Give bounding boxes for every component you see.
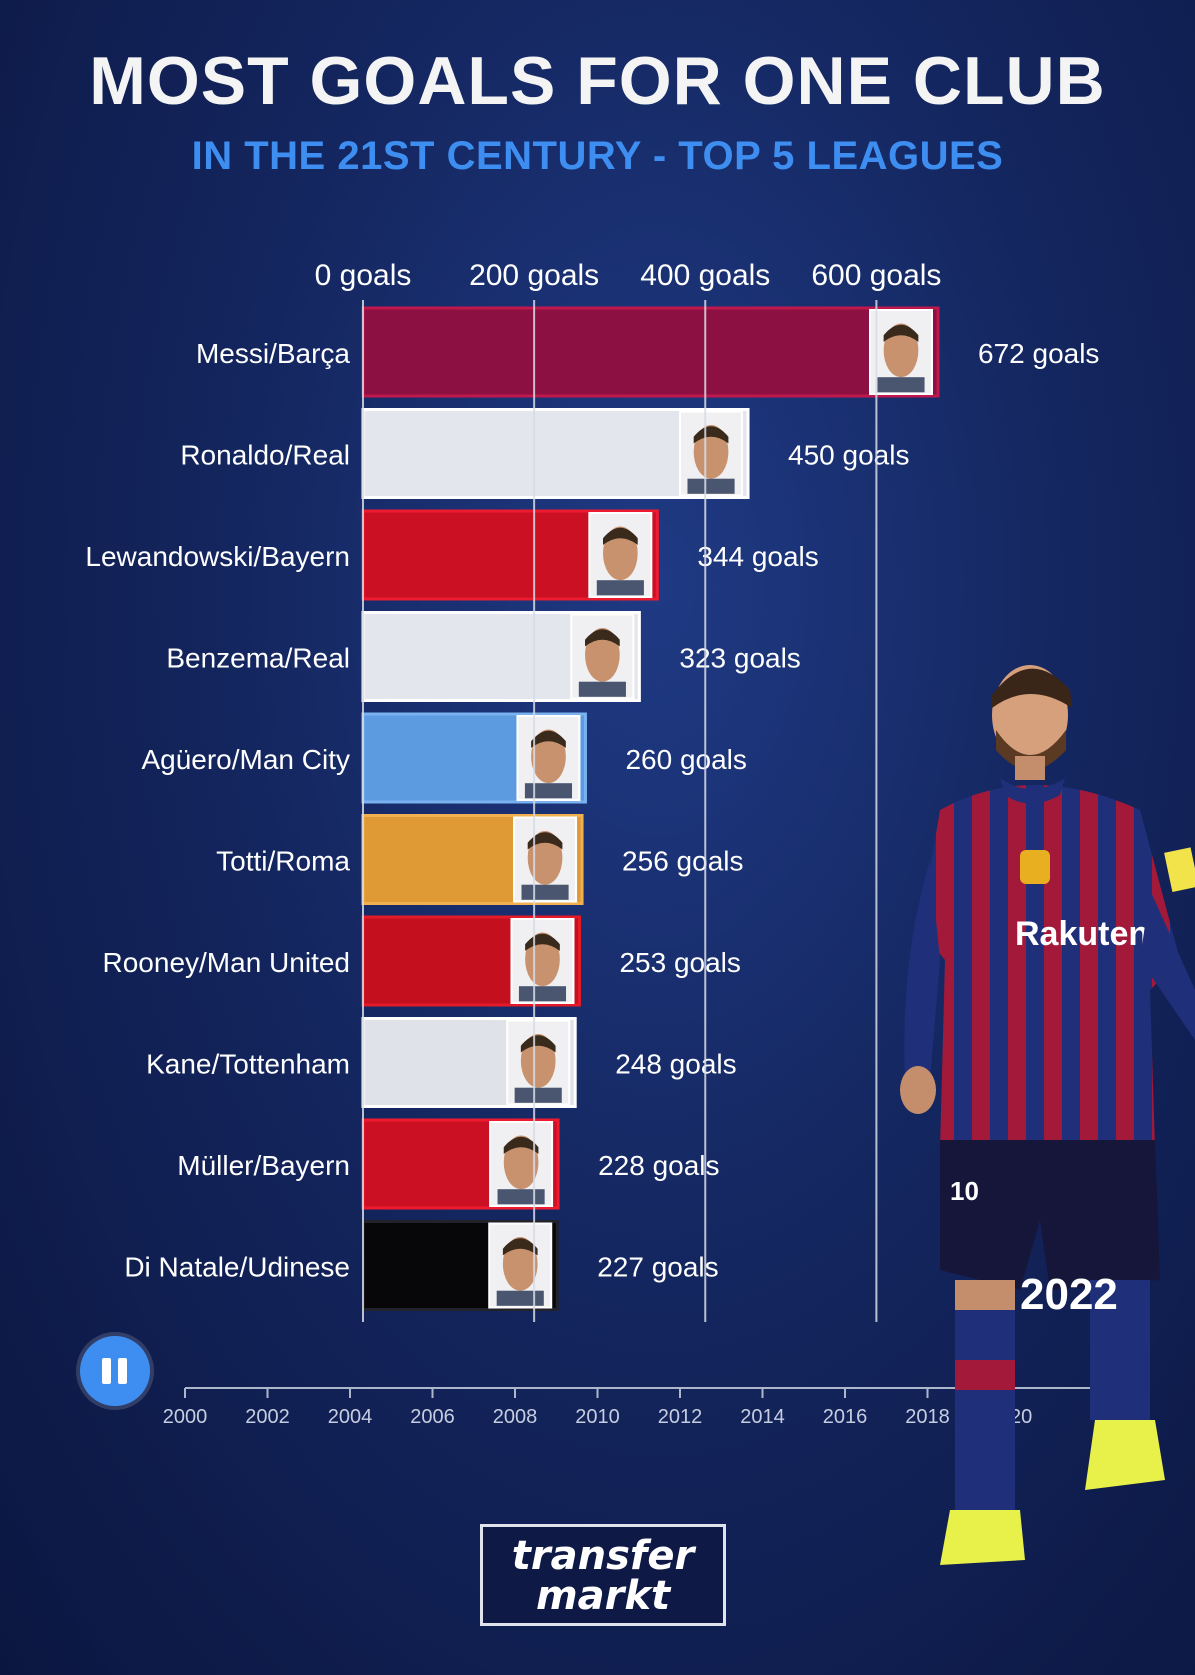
transfermarkt-logo: transfer markt bbox=[480, 1524, 726, 1626]
x-tick-label: 0 goals bbox=[315, 259, 412, 292]
category-label: Di Natale/Udinese bbox=[124, 1252, 350, 1283]
logo-line-2: markt bbox=[535, 1573, 671, 1619]
shirt-number: 10 bbox=[950, 1176, 979, 1206]
sponsor-text: Rakuten bbox=[1015, 915, 1149, 953]
value-label: 248 goals bbox=[615, 1049, 736, 1080]
current-year: 2022 bbox=[1020, 1270, 1118, 1319]
value-label: 323 goals bbox=[679, 643, 800, 674]
timeline-label: 2002 bbox=[245, 1406, 290, 1428]
timeline-label: 2014 bbox=[740, 1406, 785, 1428]
player-portrait-icon bbox=[510, 918, 575, 1004]
timeline-label: 2006 bbox=[410, 1406, 455, 1428]
value-label: 260 goals bbox=[625, 744, 746, 775]
bar bbox=[361, 306, 940, 398]
logo-line-1: transfer bbox=[511, 1533, 695, 1579]
value-label: 672 goals bbox=[978, 338, 1099, 369]
player-portrait-icon bbox=[513, 816, 578, 903]
player-portrait-icon bbox=[489, 1121, 554, 1207]
value-label: 253 goals bbox=[619, 947, 740, 978]
value-label: 344 goals bbox=[697, 541, 818, 572]
x-tick-label: 600 goals bbox=[811, 259, 941, 292]
player-portrait-icon bbox=[488, 1222, 553, 1309]
player-portrait-icon bbox=[516, 715, 581, 801]
x-tick-label: 200 goals bbox=[469, 259, 599, 292]
timeline-label: 2008 bbox=[493, 1406, 538, 1428]
player-portrait-icon bbox=[588, 512, 653, 598]
category-label: Ronaldo/Real bbox=[180, 440, 350, 471]
timeline-label: 2018 bbox=[905, 1406, 950, 1428]
category-label: Kane/Tottenham bbox=[146, 1049, 350, 1080]
timeline-label: 2016 bbox=[823, 1406, 868, 1428]
value-label: 228 goals bbox=[598, 1150, 719, 1181]
category-label: Benzema/Real bbox=[166, 643, 350, 674]
timeline-label: 2000 bbox=[163, 1406, 208, 1428]
player-portrait-icon bbox=[506, 1019, 571, 1106]
chart-title: MOST GOALS FOR ONE CLUB bbox=[89, 43, 1106, 119]
value-label: 227 goals bbox=[597, 1252, 718, 1283]
value-label: 450 goals bbox=[788, 440, 909, 471]
timeline-label: 2012 bbox=[658, 1406, 703, 1428]
category-label: Messi/Barça bbox=[196, 338, 350, 369]
category-label: Lewandowski/Bayern bbox=[85, 541, 350, 572]
pause-button[interactable] bbox=[80, 1336, 150, 1406]
player-photo: Rakuten 10 bbox=[900, 665, 1195, 1565]
timeline-label: 2010 bbox=[575, 1406, 620, 1428]
x-tick-label: 400 goals bbox=[640, 259, 770, 292]
category-label: Rooney/Man United bbox=[103, 947, 350, 978]
category-label: Totti/Roma bbox=[216, 846, 350, 877]
player-portrait-icon bbox=[570, 613, 635, 700]
category-label: Agüero/Man City bbox=[141, 744, 350, 775]
player-portrait-icon bbox=[679, 410, 744, 497]
chart-subtitle: IN THE 21ST CENTURY - TOP 5 LEAGUES bbox=[191, 134, 1004, 178]
player-portrait-icon bbox=[869, 309, 933, 395]
category-label: Müller/Bayern bbox=[177, 1150, 350, 1181]
value-label: 256 goals bbox=[622, 846, 743, 877]
timeline-label: 2004 bbox=[328, 1406, 373, 1428]
bars-group bbox=[361, 306, 940, 1311]
